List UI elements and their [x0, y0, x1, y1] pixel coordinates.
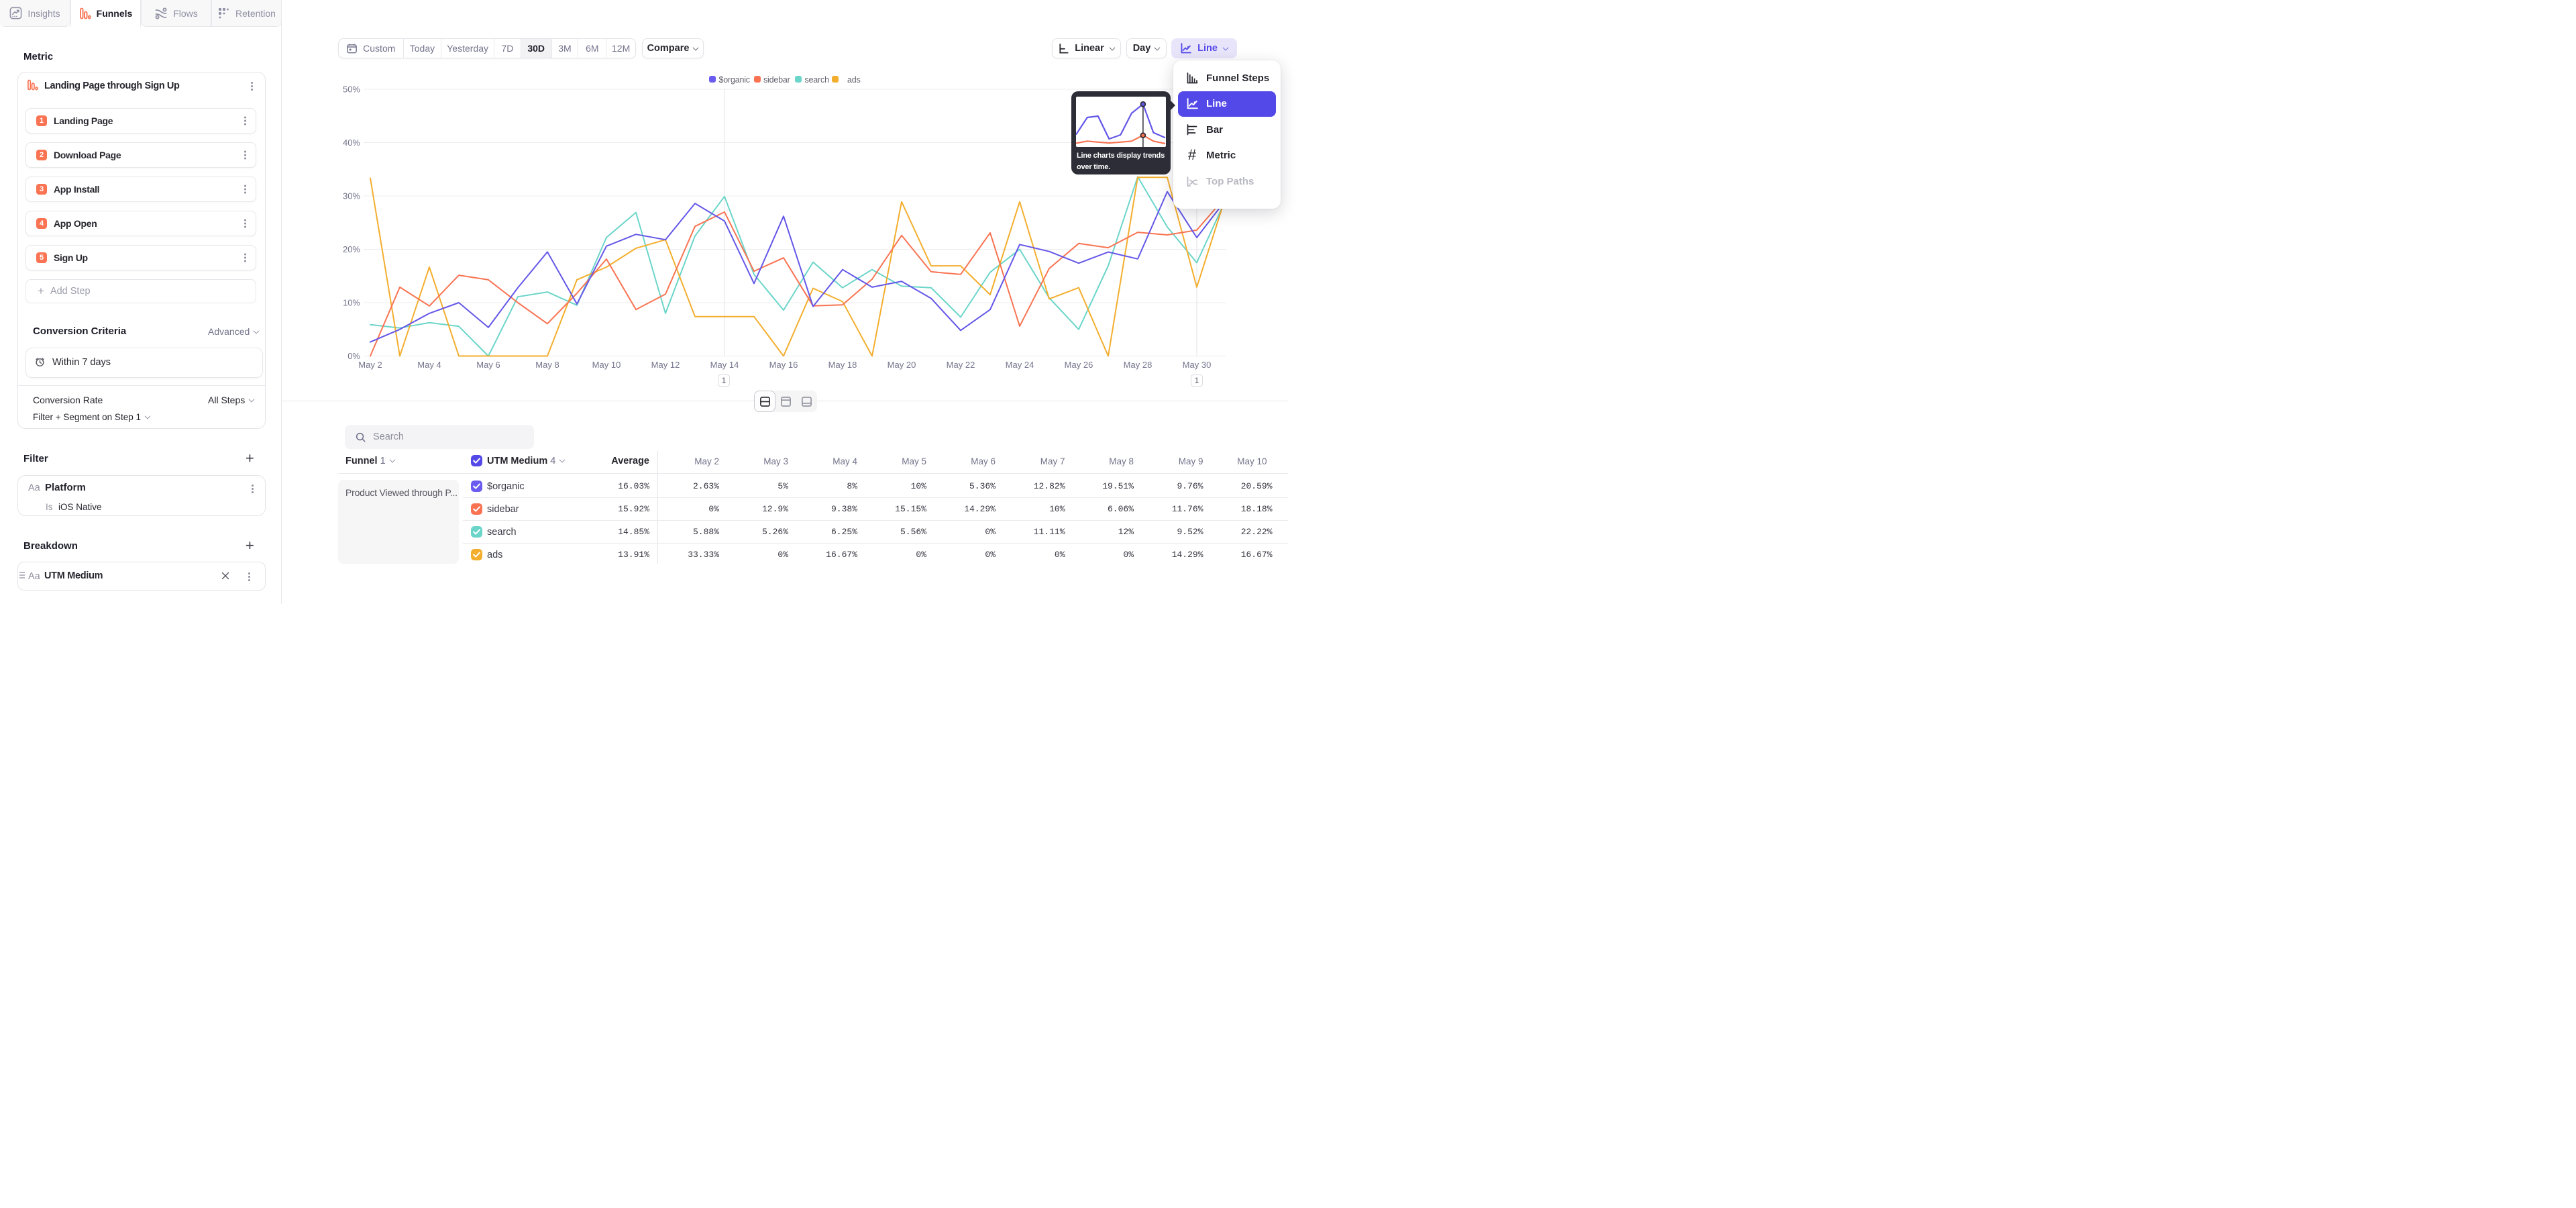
svg-text:May 4: May 4 — [417, 360, 441, 370]
svg-text:May 26: May 26 — [1065, 360, 1093, 370]
svg-text:50%: 50% — [343, 85, 360, 95]
svg-text:30%: 30% — [343, 191, 360, 201]
svg-text:May 14: May 14 — [710, 360, 739, 370]
svg-text:40%: 40% — [343, 138, 360, 148]
svg-text:May 2: May 2 — [358, 360, 382, 370]
svg-text:10%: 10% — [343, 298, 360, 308]
svg-text:0%: 0% — [347, 351, 360, 361]
svg-text:May 28: May 28 — [1124, 360, 1152, 370]
svg-text:May 8: May 8 — [535, 360, 559, 370]
svg-text:May 20: May 20 — [888, 360, 916, 370]
svg-text:May 16: May 16 — [769, 360, 798, 370]
svg-text:20%: 20% — [343, 244, 360, 254]
svg-text:May 30: May 30 — [1183, 360, 1212, 370]
svg-text:May 18: May 18 — [828, 360, 857, 370]
svg-text:May 10: May 10 — [592, 360, 621, 370]
svg-text:May 6: May 6 — [476, 360, 500, 370]
svg-text:May 22: May 22 — [947, 360, 975, 370]
svg-text:May 12: May 12 — [651, 360, 680, 370]
svg-text:May 24: May 24 — [1006, 360, 1034, 370]
